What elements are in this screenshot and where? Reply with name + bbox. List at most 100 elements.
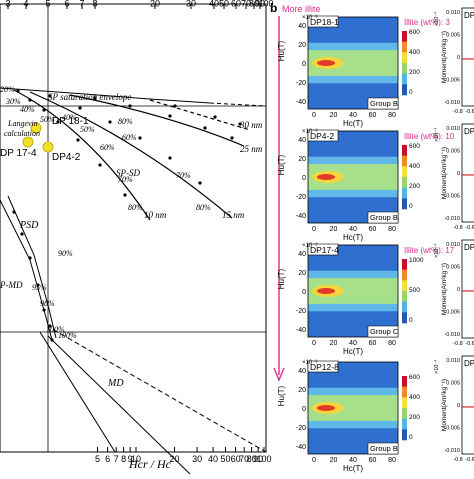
colorbar-tick: 0: [409, 203, 413, 210]
top-tick-label: 50: [219, 0, 229, 8]
hysteresis-panel: DP Moment(Am²kg⁻¹)×10⁻⁴ 0.010 0.005 0 -0.005 -…: [433, 355, 474, 463]
sample-label-dp18-1: DP 18-1: [52, 116, 89, 127]
sp-sd-label: SP-SD: [116, 168, 140, 178]
mixing-point: [12, 210, 16, 214]
colorbar-tick: 200: [409, 414, 420, 421]
psd-mixing-line-b: [7, 195, 57, 339]
forc-frame: [307, 361, 399, 455]
forc-xlabel: Hc(T): [343, 233, 363, 242]
md-line-2: [39, 331, 116, 453]
colorbar-segment: [402, 166, 407, 178]
forc-xlabel: Hc(T): [343, 464, 363, 473]
sample-dp18-1: [30, 122, 42, 134]
forc-xlabel: Hc(T): [343, 347, 363, 356]
mixing-point: [42, 308, 46, 312]
colorbar-segment: [402, 418, 407, 430]
forc-ylabel: Hu(T): [277, 385, 286, 406]
hyst-ytick: -0.010: [444, 448, 460, 454]
bottom-tick-label: 6: [105, 454, 110, 464]
mixing-point: [28, 256, 32, 260]
mixing-point: [36, 283, 40, 287]
curve-point: [203, 126, 207, 130]
forc-title: DP4-2: [310, 131, 334, 141]
pct-label: 60%: [122, 133, 137, 142]
left-curves: [0, 4, 267, 475]
curve-point: [128, 104, 132, 108]
hyst-ytick: 0.010: [446, 10, 460, 16]
hyst-label: DP: [464, 243, 474, 252]
colorbar-segment: [402, 63, 407, 74]
forc-ytick: -40: [296, 444, 306, 451]
pct-label: 80%: [128, 203, 143, 212]
sp-sd-curve-10nm: [13, 89, 151, 221]
forc-ytick: -20: [296, 308, 306, 315]
forc-title: DP17-4: [310, 245, 339, 255]
sample-dp4-2: [42, 141, 54, 153]
forc-ytick: -20: [296, 425, 306, 432]
pct-label: 98%: [40, 299, 55, 308]
sp-sd-curve-15nm: [29, 91, 233, 219]
forc-group-label: Group B: [370, 213, 398, 222]
hyst-label: DP: [464, 127, 474, 136]
forc-xtick: 60: [369, 112, 377, 119]
top-tick-label: 6: [64, 0, 69, 8]
curve-point: [48, 94, 52, 98]
forc-ylabel: Hu(T): [277, 154, 286, 175]
hysteresis-panel: DP Moment(Am²kg⁻¹)×10⁻⁴ 0.010 0.005 0 -0.005 -…: [433, 7, 474, 115]
pct-label: 70%: [118, 175, 133, 184]
forc-exp-label: ×10⁻³: [302, 15, 317, 21]
top-tick-label: 70: [241, 0, 251, 8]
hyst-frame: [461, 7, 474, 107]
hyst-ytick: 0: [457, 287, 460, 293]
curve-point: [168, 156, 172, 160]
size-label: 10 nm: [144, 210, 167, 220]
hyst-xtick: -0.8: [453, 457, 462, 463]
psd-label: PSD: [19, 220, 39, 231]
hyst-xtick: -0.8: [453, 109, 462, 115]
left-xlabel: Hcr / Hc: [128, 457, 172, 471]
forc-group-label: Group C: [370, 327, 399, 336]
forc-ytick: 20: [298, 156, 306, 163]
colorbar-tick: 600: [409, 374, 420, 381]
langevin-label: Langevin: [7, 119, 38, 128]
more-illite-arrowhead: [273, 367, 285, 382]
hyst-frame: [461, 123, 474, 223]
forc-ytick: 20: [298, 270, 306, 277]
bottom-tick-label: 8: [121, 454, 126, 464]
forc-xlabel: Hc(T): [343, 119, 363, 128]
curve-point: [16, 89, 20, 93]
forc-peak-red: [317, 60, 335, 66]
curve-point: [76, 138, 80, 142]
top-tick-label: 30: [186, 0, 196, 8]
sp-sd-curve-25nm: [69, 94, 245, 147]
forc-ytick: 40: [298, 251, 306, 258]
hyst-xtick: -0.6: [465, 109, 474, 115]
hyst-exp: ×10⁻⁴: [433, 127, 440, 142]
forc-peak-red: [317, 174, 335, 180]
pct-label: 60%: [100, 143, 115, 152]
hyst-label: DP: [464, 11, 474, 20]
hyst-ytick: 0.005: [446, 381, 460, 387]
hyst-ylabel: Moment(Am²kg⁻¹): [441, 147, 448, 199]
forc-ytick: 40: [298, 137, 306, 144]
pmd-label: P-MD: [0, 280, 23, 290]
curve-point: [213, 115, 217, 119]
sp-envelope-label: SP saturation envelope: [48, 92, 131, 102]
sample-label-dp4-2: DP4-2: [52, 152, 81, 163]
pct-label: 40%: [20, 105, 35, 114]
colorbar-tick: 200: [409, 69, 420, 76]
forc-ytick: -40: [296, 99, 306, 106]
forc-xtick: 80: [388, 226, 396, 233]
pct-label: 90%: [58, 249, 73, 258]
hyst-label: DP: [464, 359, 474, 368]
hyst-xtick: -0.8: [453, 225, 462, 231]
forc-xtick: 0: [312, 340, 316, 347]
pct-label: 20%: [0, 85, 15, 94]
top-tick-label: 8: [92, 0, 97, 8]
forc-xtick: 60: [369, 340, 377, 347]
hyst-ytick: 0: [457, 55, 460, 61]
curve-point: [168, 114, 172, 118]
forc-xtick: 40: [349, 457, 357, 464]
